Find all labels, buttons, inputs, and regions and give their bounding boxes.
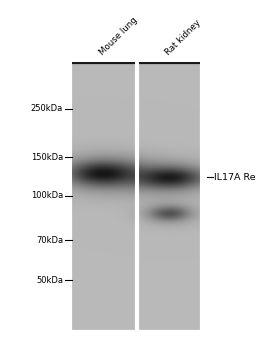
Text: 100kDa: 100kDa: [31, 191, 63, 201]
Text: Mouse lung: Mouse lung: [97, 15, 139, 57]
Text: Rat kidney: Rat kidney: [163, 18, 202, 57]
Text: 50kDa: 50kDa: [36, 276, 63, 285]
Text: 70kDa: 70kDa: [36, 236, 63, 245]
Text: 150kDa: 150kDa: [31, 153, 63, 162]
Text: 250kDa: 250kDa: [31, 104, 63, 114]
Text: IL17A Receptor: IL17A Receptor: [214, 173, 256, 182]
